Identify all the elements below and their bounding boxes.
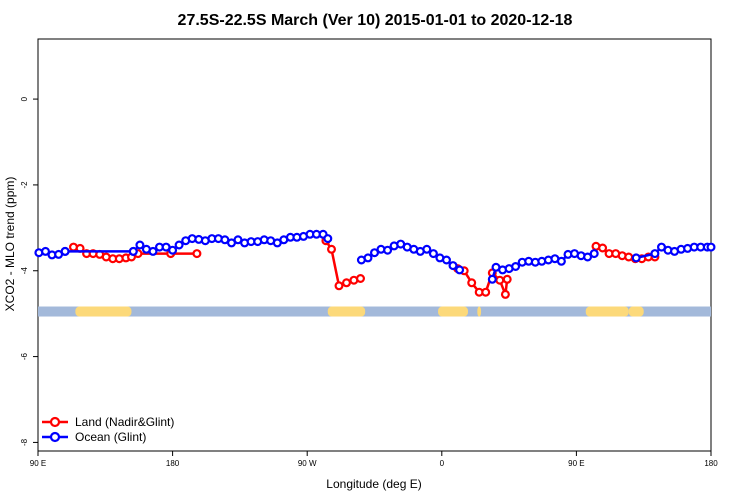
data-point <box>650 249 660 259</box>
data-point <box>363 253 373 263</box>
data-point <box>60 246 70 256</box>
data-point <box>422 244 432 254</box>
surface-type-band <box>38 306 711 317</box>
data-point <box>323 234 333 244</box>
x-tick-label: 180 <box>704 459 718 468</box>
x-tick-label: 90 E <box>30 459 46 468</box>
data-point <box>487 274 497 284</box>
data-point <box>598 243 608 253</box>
y-axis: 0 -2 -4 -6 -8 <box>20 96 38 446</box>
land-band-segment <box>628 306 644 317</box>
y-axis-label: XCO2 - MLO trend (ppm) <box>3 177 17 312</box>
legend-item: Land (Nadir&Glint) <box>42 415 174 429</box>
data-point <box>495 275 505 285</box>
land-band-segment <box>438 306 468 317</box>
data-point <box>511 262 521 272</box>
land-band-segment <box>327 306 366 317</box>
x-tick-label: 0 <box>440 459 445 468</box>
data-point <box>168 245 178 255</box>
legend-marker <box>49 431 61 443</box>
data-point <box>40 246 50 256</box>
y-tick-label: -6 <box>20 352 29 360</box>
x-tick-label: 180 <box>166 459 180 468</box>
data-point <box>135 240 145 250</box>
data-point <box>428 249 438 259</box>
chart-title: 27.5S-22.5S March (Ver 10) 2015-01-01 to… <box>178 12 573 29</box>
ocean-band <box>38 306 711 317</box>
data-point <box>455 265 465 275</box>
data-point <box>631 253 641 263</box>
y-tick-label: -8 <box>20 438 29 446</box>
data-point <box>467 278 477 288</box>
data-point <box>148 246 158 256</box>
data-point <box>448 261 458 271</box>
data-point <box>500 289 510 299</box>
data-point <box>327 244 337 254</box>
y-tick-label: -2 <box>20 181 29 189</box>
x-axis: 90 E 180 90 W 0 90 E 180 <box>30 451 718 468</box>
data-point <box>502 274 512 284</box>
series-ocean <box>34 229 716 284</box>
data-point <box>174 240 184 250</box>
data-point <box>442 255 452 265</box>
y-tick-label: 0 <box>20 96 29 101</box>
series-layer <box>34 229 716 299</box>
land-band-segment <box>477 306 482 317</box>
y-tick-label: -4 <box>20 267 29 275</box>
legend-label: Land (Nadir&Glint) <box>75 415 174 429</box>
data-point <box>589 249 599 259</box>
data-point <box>481 287 491 297</box>
data-point <box>383 245 393 255</box>
data-point <box>556 256 566 266</box>
data-point <box>583 252 593 262</box>
data-point <box>342 278 352 288</box>
data-point <box>192 249 202 259</box>
land-band-segment <box>585 306 629 317</box>
data-point <box>706 242 716 252</box>
data-point <box>356 274 366 284</box>
x-axis-label: Longitude (deg E) <box>326 477 421 491</box>
legend-label: Ocean (Glint) <box>75 430 146 444</box>
land-band-segment <box>75 306 132 317</box>
data-point <box>128 246 138 256</box>
legend-item: Ocean (Glint) <box>42 430 146 444</box>
x-tick-label: 90 W <box>298 459 317 468</box>
legend: Land (Nadir&Glint)Ocean (Glint) <box>42 415 174 444</box>
data-point <box>334 281 344 291</box>
x-tick-label: 90 E <box>568 459 584 468</box>
data-point <box>370 248 380 258</box>
legend-marker <box>49 416 61 428</box>
